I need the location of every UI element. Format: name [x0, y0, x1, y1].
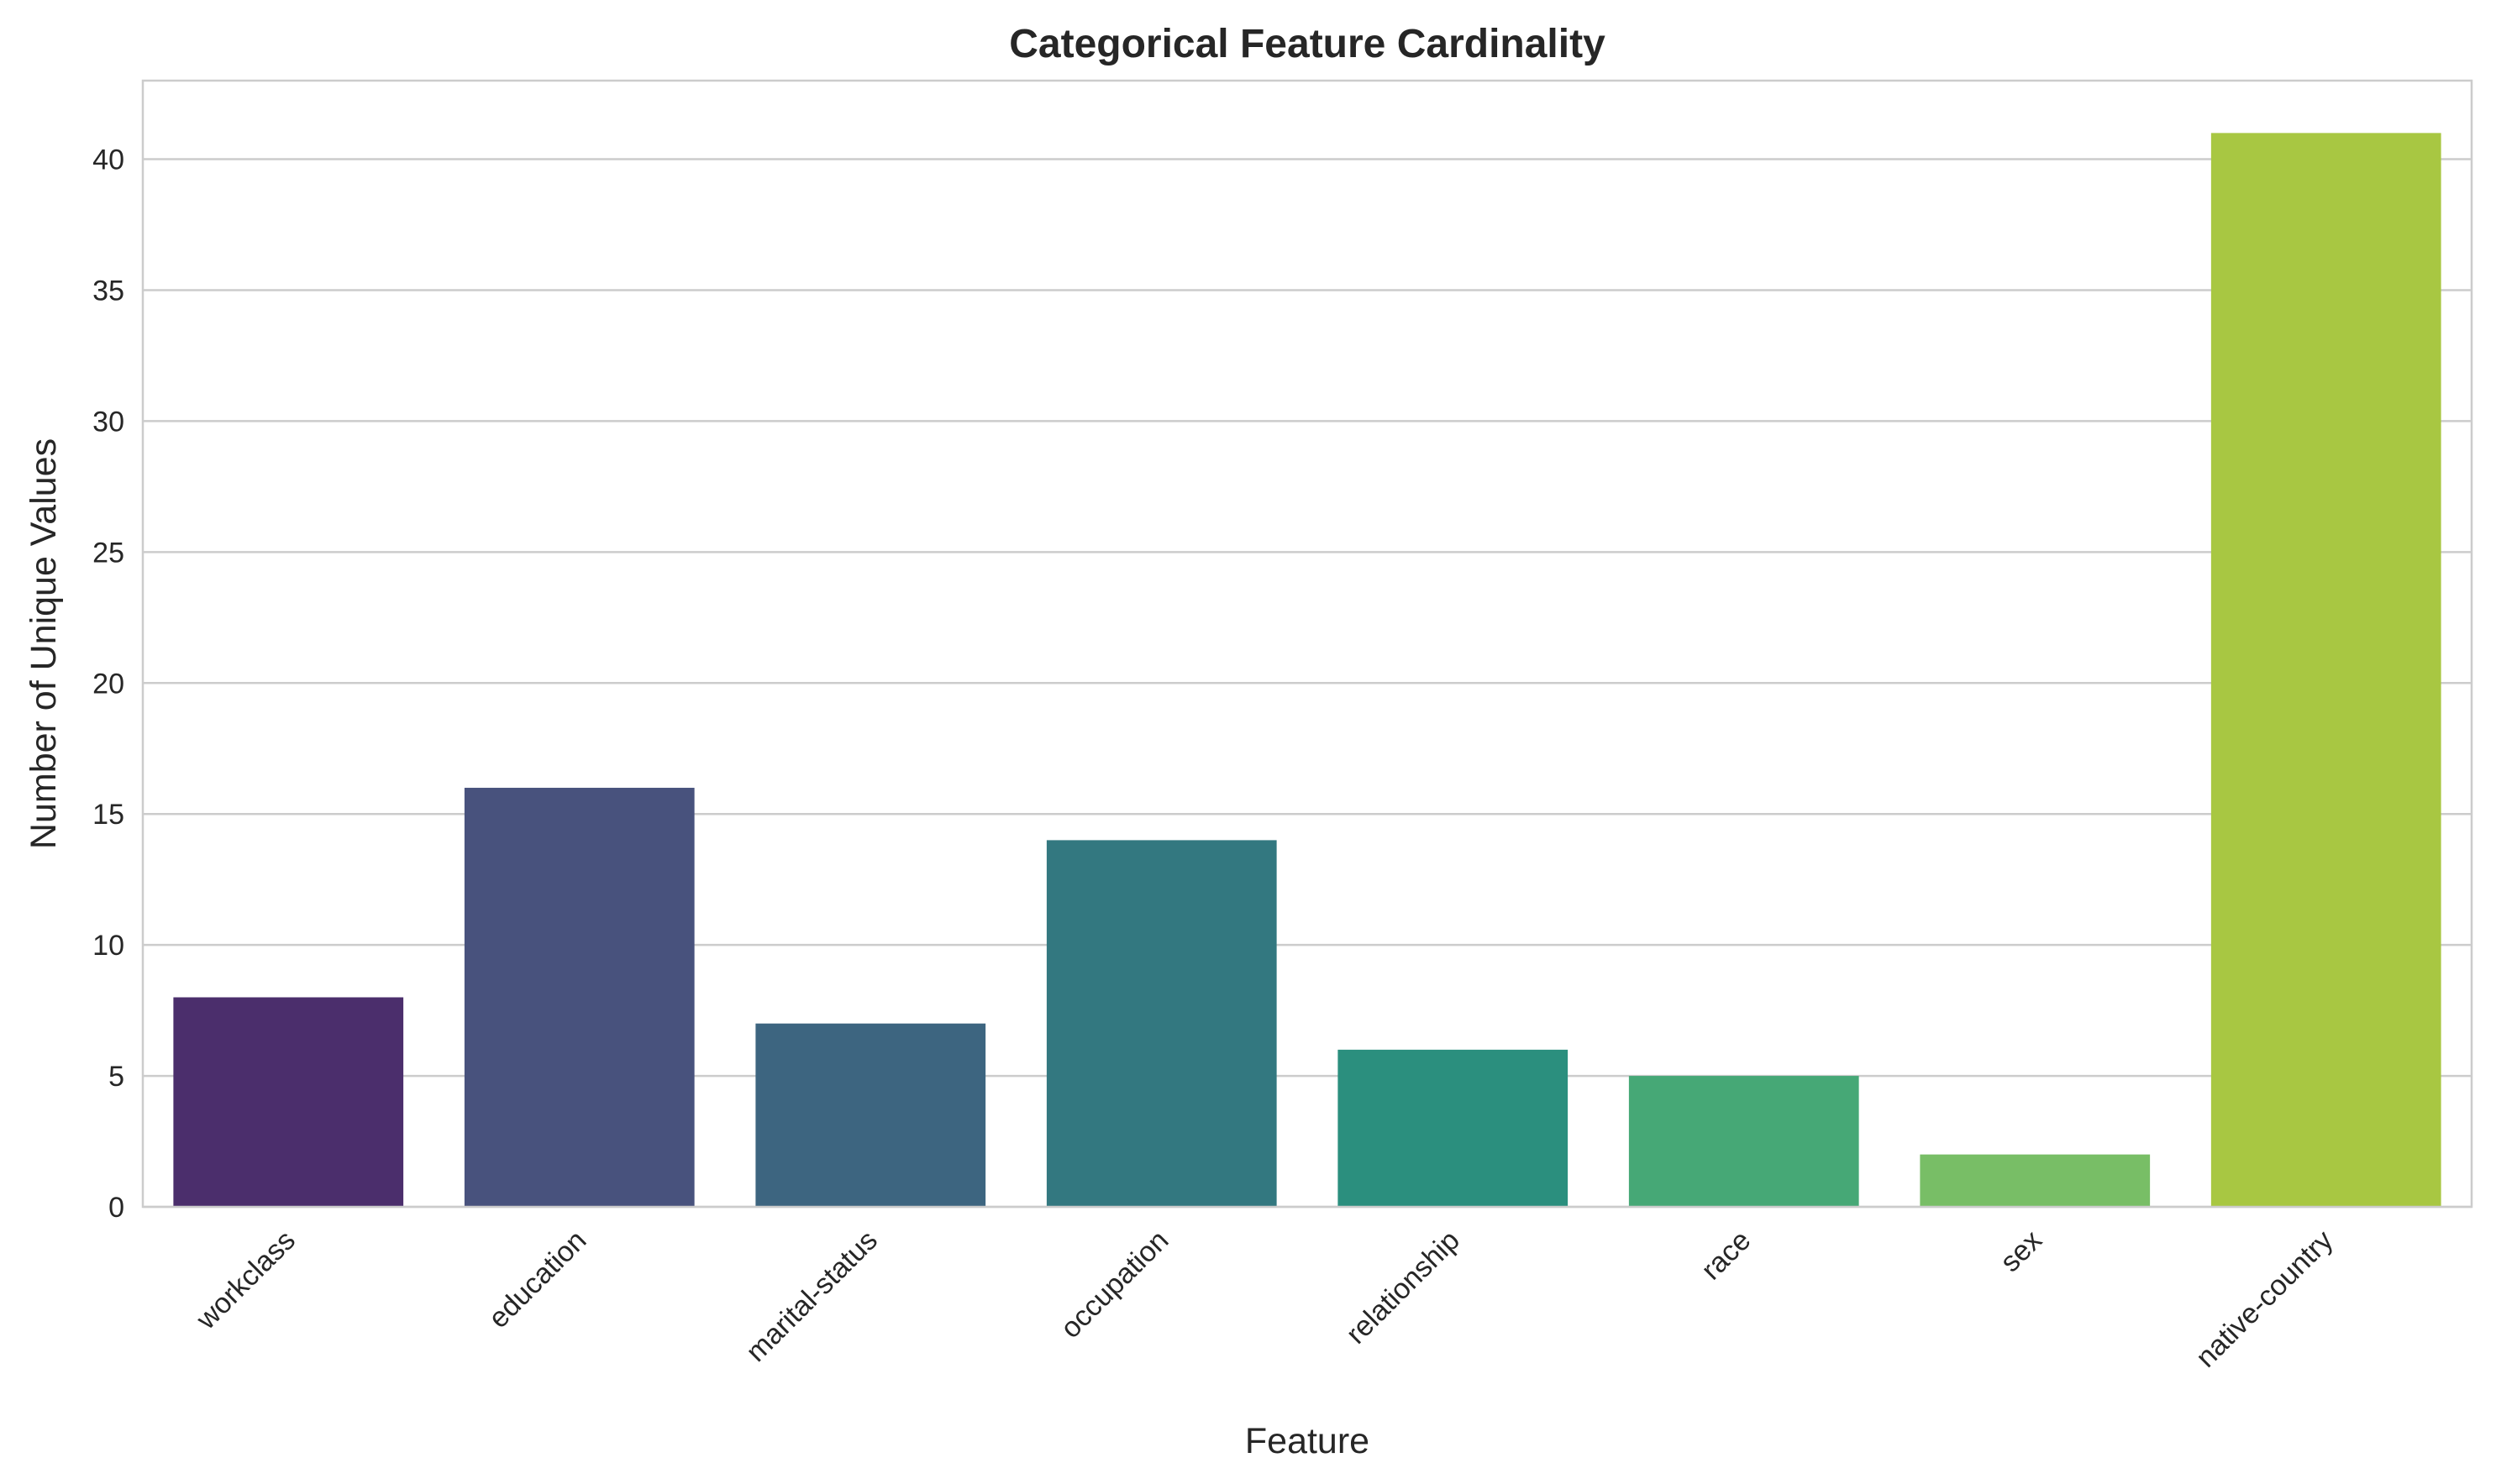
x-tick-label: race: [1695, 1224, 1758, 1287]
x-tick-label: relationship: [1340, 1224, 1466, 1350]
bar-native-country: [2210, 133, 2441, 1208]
x-tick-label: workclass: [190, 1224, 302, 1336]
plot-frame: [141, 79, 2473, 1209]
bar-education: [464, 788, 695, 1207]
y-tick-label: 20: [92, 668, 124, 700]
y-tick-label: 5: [108, 1061, 124, 1093]
x-tick-label: sex: [1994, 1224, 2048, 1278]
y-tick-label: 10: [92, 930, 124, 962]
y-tick-labels: 0 5 10 15 20 25 30 35 40: [92, 144, 124, 1224]
x-tick-label: marital-status: [740, 1224, 884, 1368]
bar-relationship: [1337, 1049, 1569, 1207]
y-axis-label: Number of Unique Values: [24, 438, 64, 849]
x-tick-label: education: [482, 1224, 592, 1335]
bar-workclass: [173, 997, 404, 1207]
bar-race: [1628, 1076, 1859, 1207]
y-tick-label: 30: [92, 406, 124, 438]
y-tick-label: 35: [92, 275, 124, 307]
x-tick-label: occupation: [1054, 1224, 1174, 1345]
bars: [173, 133, 2441, 1208]
x-tick-label: native-country: [2190, 1224, 2340, 1374]
x-tick-labels: workclass education marital-status occupati…: [190, 1224, 2340, 1374]
chart-title: Categorical Feature Cardinality: [1009, 22, 1605, 66]
y-tick-label: 0: [108, 1192, 124, 1224]
bar-marital-status: [755, 1023, 986, 1207]
bar-sex: [1920, 1154, 2151, 1207]
y-tick-label: 25: [92, 537, 124, 569]
bar-occupation: [1046, 840, 1277, 1207]
x-axis-label: Feature: [1245, 1421, 1369, 1461]
y-tick-label: 15: [92, 799, 124, 831]
y-tick-label: 40: [92, 144, 124, 176]
